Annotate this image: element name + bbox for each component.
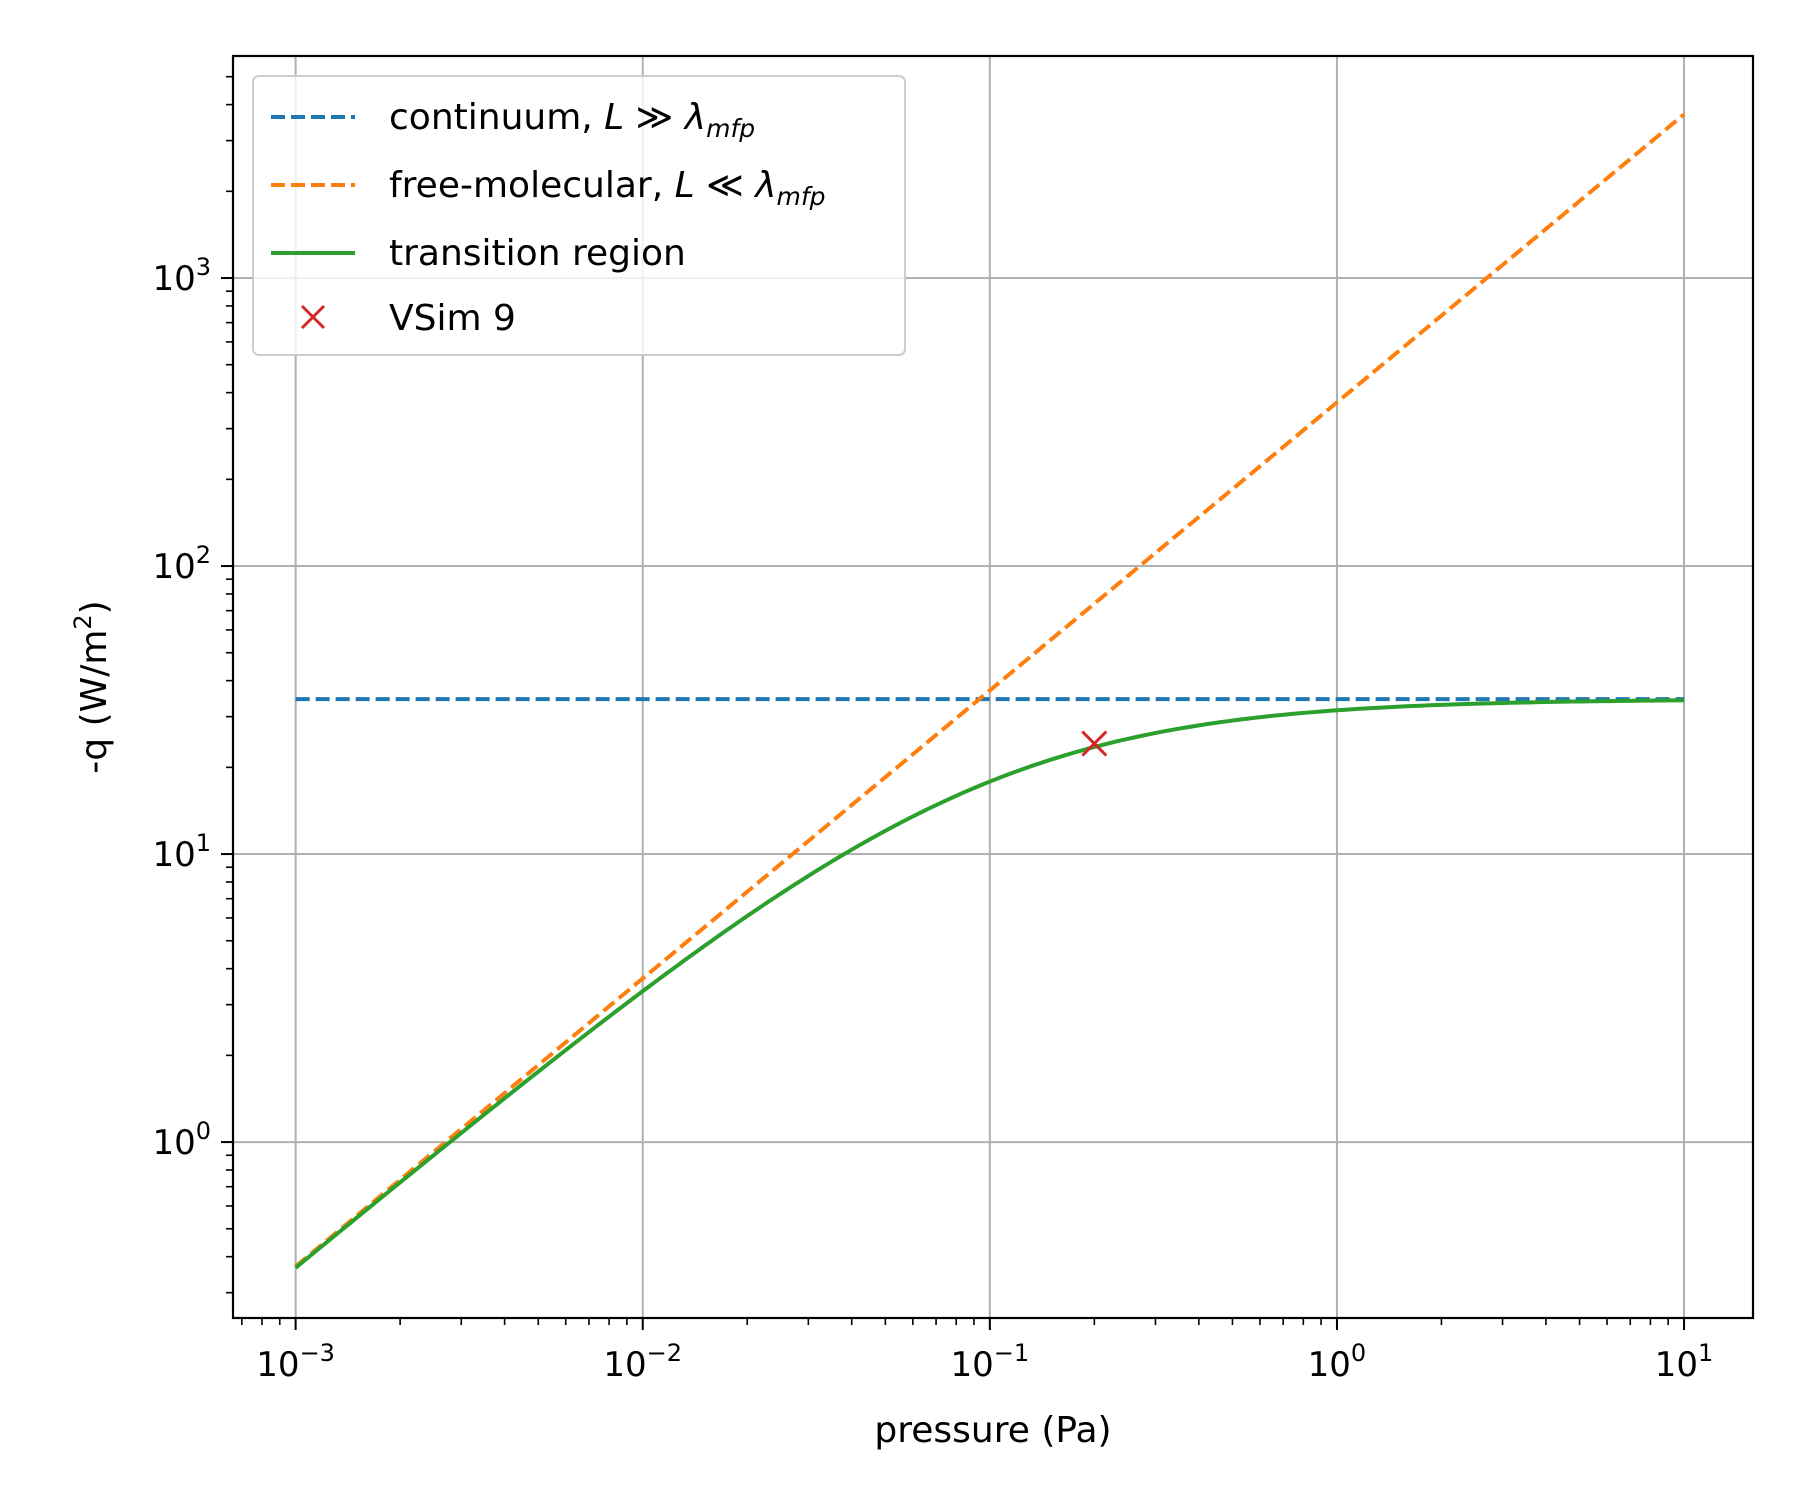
- y-tick-label: 101: [152, 829, 211, 875]
- legend-entry-vsim: VSim 9: [389, 298, 516, 339]
- y-axis: 100 101 102 103: [152, 253, 233, 1163]
- vsim-marker-stroke: [1081, 730, 1108, 757]
- x-tick-label: 10−3: [256, 1339, 335, 1385]
- series-vsim-marker: [1081, 730, 1108, 757]
- legend-frame: [252, 75, 906, 356]
- y-tick-label: 102: [152, 541, 211, 587]
- legend-entry-continuum: continuum, L ≫ λmfp: [389, 97, 755, 143]
- x-tick-label: 101: [1655, 1339, 1714, 1385]
- series-transition-line: [294, 698, 1685, 1270]
- y-tick-label: 103: [152, 253, 211, 299]
- series-layer: [294, 112, 1686, 1270]
- y-tick-label: 100: [152, 1117, 211, 1163]
- legend-entry-transition: transition region: [389, 233, 686, 274]
- x-tick-label: 100: [1308, 1339, 1367, 1385]
- legend-swatch-vsim: [300, 304, 326, 330]
- legend: continuum, L ≫ λmfp free-molecular, L ≪ …: [252, 75, 906, 356]
- x-tick-label: 10−1: [951, 1339, 1030, 1385]
- x-axis-label: pressure (Pa): [874, 1410, 1111, 1451]
- series-free-molecular-line: [294, 112, 1686, 1268]
- x-axis: 10−3 10−2 10−1 100 101: [256, 1318, 1713, 1385]
- y-axis-label: -q (W/m2): [69, 600, 115, 773]
- minor-ticks: [226, 75, 1669, 1325]
- x-tick-label: 10−2: [603, 1339, 682, 1385]
- plot-frame: [231, 54, 1755, 1320]
- legend-entry-free-molecular: free-molecular, L ≪ λmfp: [389, 165, 826, 211]
